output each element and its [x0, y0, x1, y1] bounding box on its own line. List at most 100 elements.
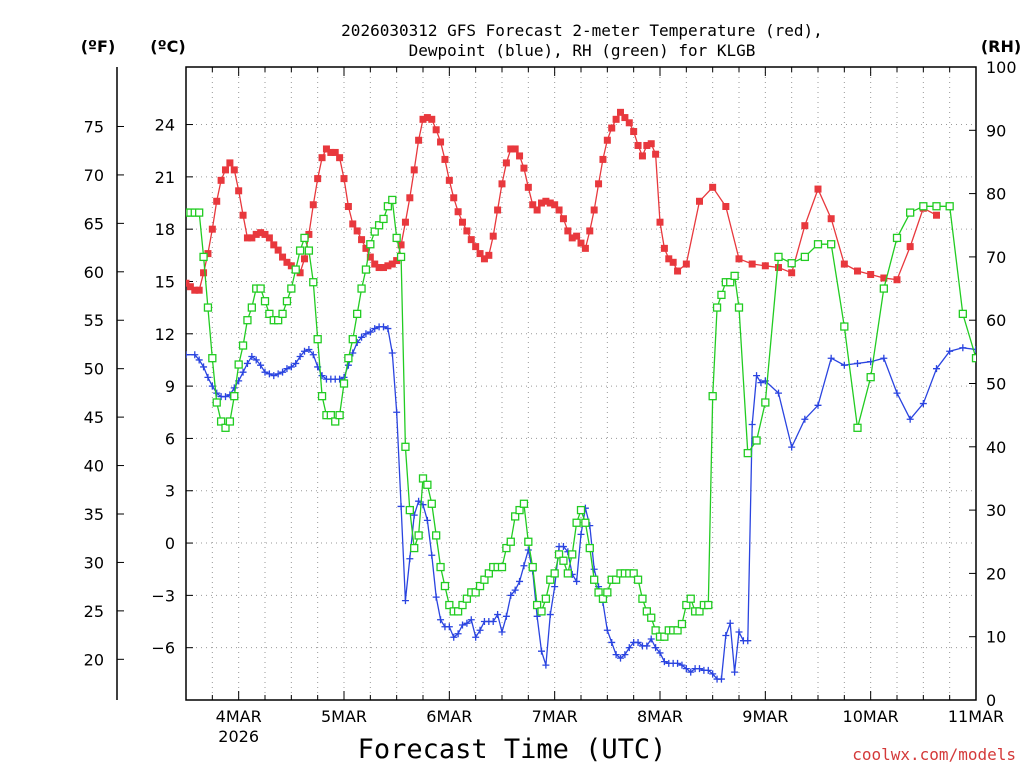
dewpoint-point — [726, 619, 734, 627]
axes: 24211815129630−3−67570656055504540353025… — [84, 58, 1017, 746]
dewpoint-point — [450, 633, 458, 641]
rh-tick-label: 90 — [986, 121, 1006, 140]
rh-tick-label: 10 — [986, 628, 1006, 647]
temperature-point — [375, 264, 383, 272]
fahrenheit-tick-label: 40 — [84, 457, 104, 476]
temperature-point — [577, 239, 585, 247]
rh-tick-label: 0 — [986, 691, 996, 710]
dewpoint-point — [243, 359, 251, 367]
temperature-point — [529, 201, 537, 209]
dewpoint-point — [274, 370, 282, 378]
rh-point — [388, 195, 397, 205]
temperature-point — [384, 262, 392, 270]
rh-point — [568, 550, 577, 559]
rh-point — [524, 537, 533, 546]
dewpoint-point — [542, 661, 550, 669]
celsius-tick-label: 24 — [155, 116, 175, 135]
rh-point — [563, 569, 572, 578]
dewpoint-point — [559, 543, 567, 551]
series-line — [186, 326, 976, 680]
temperature-point — [454, 208, 462, 216]
rh-point — [295, 246, 305, 255]
rh-point — [629, 569, 638, 578]
dewpoint-point — [906, 415, 914, 423]
dewpoint-point — [296, 352, 304, 360]
dewpoint-point — [748, 420, 756, 428]
rh-point — [432, 531, 441, 540]
rh-point — [216, 417, 226, 426]
dewpoint-point — [463, 619, 471, 627]
dewpoint-point — [757, 379, 765, 387]
temperature-point — [595, 180, 603, 188]
dewpoint-point — [230, 384, 238, 392]
rh-point — [682, 600, 691, 610]
dewpoint-point — [301, 347, 308, 355]
fahrenheit-tick-label: 75 — [84, 117, 104, 136]
temperature-point — [445, 176, 453, 184]
dewpoint-point — [893, 389, 901, 397]
rh-point — [238, 341, 248, 350]
temperature-point — [854, 267, 861, 275]
dewpoint-point — [801, 415, 809, 423]
temperature-point — [485, 251, 493, 259]
temperature-point — [248, 234, 256, 242]
temperature-point — [322, 145, 330, 153]
dewpoint-point — [933, 365, 940, 373]
rh-point — [761, 398, 770, 407]
dewpoint-point — [380, 323, 387, 331]
dewpoint-point — [735, 628, 743, 636]
rh-point — [304, 246, 314, 255]
rh-point — [559, 556, 568, 565]
temperature-point — [243, 234, 251, 242]
dewpoint-point — [305, 345, 313, 353]
dewpoint-point — [472, 633, 480, 641]
celsius-tick-label: 3 — [165, 482, 175, 501]
rh-point — [541, 594, 551, 603]
x-tick-label: 6MAR — [426, 707, 472, 726]
temperature-point — [617, 108, 624, 116]
temperature-point — [551, 201, 559, 209]
celsius-tick-label: −6 — [151, 639, 175, 658]
temperature-point — [568, 234, 576, 242]
fahrenheit-tick-label: 65 — [84, 214, 104, 233]
temperature-point — [353, 227, 361, 235]
dewpoint-point — [625, 644, 633, 652]
dewpoint-point — [814, 401, 822, 409]
dewpoint-point — [678, 661, 686, 669]
dewpoint-point — [200, 363, 208, 371]
dewpoint-point — [682, 665, 690, 673]
dewpoint-point — [704, 666, 712, 674]
temperature-point — [283, 258, 291, 266]
dewpoint-point — [195, 356, 203, 364]
rh-point — [585, 543, 594, 553]
temperature-point — [222, 166, 229, 174]
dewpoint-point — [432, 593, 440, 601]
temperature-point — [555, 206, 563, 214]
temperature-point — [261, 230, 269, 238]
rh-point — [502, 543, 511, 553]
dewpoint-point — [753, 372, 761, 380]
dewpoint-point — [467, 616, 475, 624]
temperature-point — [696, 197, 703, 205]
dewpoint-point — [265, 370, 273, 378]
temperature-point — [371, 260, 379, 268]
dewpoint-point — [652, 644, 660, 652]
temperature-point — [186, 283, 194, 291]
temperature-point — [195, 286, 203, 294]
rh-point — [392, 233, 401, 243]
temperature-point — [682, 260, 690, 268]
rh-point — [401, 442, 410, 451]
rh-point — [282, 297, 292, 306]
rh-point — [221, 423, 230, 432]
dewpoint-point — [946, 347, 954, 355]
rh-point — [436, 562, 445, 572]
dewpoint-point — [252, 356, 260, 364]
temperature-point — [336, 154, 344, 162]
dewpoint-point — [520, 562, 528, 570]
dewpoint-point — [362, 330, 370, 338]
temperature-point — [630, 128, 638, 136]
rh-point — [743, 448, 752, 458]
dewpoint-point — [454, 630, 462, 638]
fahrenheit-tick-label: 60 — [84, 263, 104, 282]
temperature-point — [761, 262, 769, 270]
